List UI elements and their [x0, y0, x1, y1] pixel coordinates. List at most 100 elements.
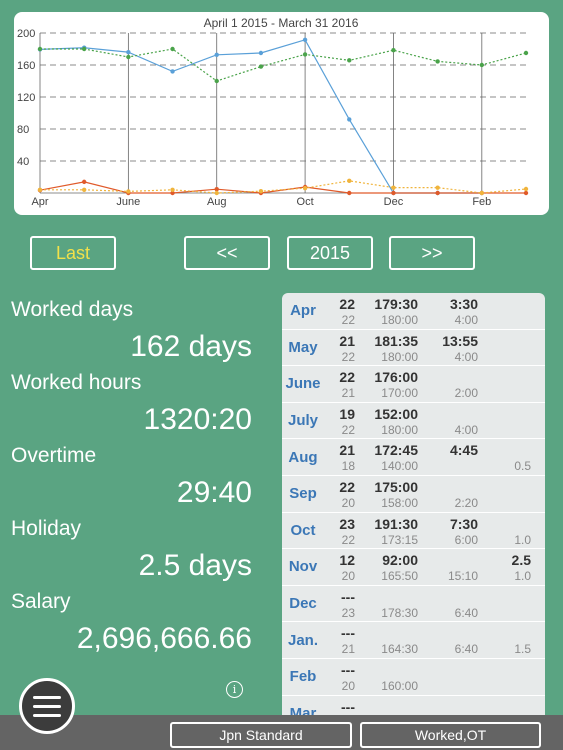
worked-hours-cell: 181:35 [374, 332, 418, 349]
y-tick-label: 200 [17, 28, 35, 40]
table-row[interactable]: Nov 12 20 92:00 165:50 15:10 2.5 1.0 [282, 549, 545, 586]
menu-button[interactable] [19, 678, 75, 734]
overtime-value: 29:40 [176, 476, 252, 509]
table-row[interactable]: Mar --- [282, 696, 545, 717]
holiday-cell: 2.5 [511, 552, 531, 569]
standard-overtime-cell: 4:00 [454, 422, 478, 437]
standard-overtime-cell: 2:20 [454, 495, 478, 510]
hamburger-menu-icon [33, 695, 61, 699]
worked-days-cell: 19 [339, 405, 355, 422]
data-point [170, 187, 175, 192]
worked-hours-value: 1320:20 [143, 403, 252, 436]
month-label: Feb [289, 668, 317, 686]
table-row[interactable]: Jan. --- 21 164:30 6:40 1.5 [282, 622, 545, 659]
table-row[interactable]: May 21 22 181:35 180:00 13:55 4:00 [282, 330, 545, 367]
info-icon[interactable]: i [226, 681, 243, 698]
month-label: Aug [288, 448, 318, 466]
y-tick-label: 40 [17, 156, 29, 168]
worked-days-value: 162 days [130, 330, 252, 363]
table-row[interactable]: Oct 23 22 191:30 173:15 7:30 6:00 1.0 [282, 513, 545, 550]
standard-days-cell: 18 [341, 459, 355, 474]
data-point [523, 50, 529, 56]
worked-hours-label: Worked hours [11, 371, 142, 394]
series-line-1 [39, 39, 482, 194]
standard-days-cell: 22 [341, 422, 355, 437]
salary-label: Salary [11, 590, 71, 613]
holiday-sub-cell: 1.5 [514, 642, 531, 657]
data-point [126, 54, 131, 60]
holiday-sub-cell: 1.0 [514, 569, 531, 584]
table-row[interactable]: Sep 22 20 175:00 158:00 2:20 [282, 476, 545, 513]
standard-days-cell: 20 [341, 569, 355, 584]
data-point [302, 186, 308, 191]
table-row[interactable]: Feb --- 20 160:00 [282, 659, 545, 696]
standard-hours-cell: 140:00 [381, 459, 418, 474]
previous-year-button[interactable]: << [184, 236, 270, 270]
worked-days-cell: --- [341, 588, 355, 605]
data-point [302, 37, 308, 42]
month-label: May [288, 338, 318, 356]
monthly-table[interactable]: Apr 22 22 179:30 180:00 3:30 4:00 May 21 22 181:35… [282, 293, 545, 717]
table-row[interactable]: Aug 21 18 172:45 140:00 4:45 0.5 [282, 439, 545, 476]
data-point [391, 48, 396, 53]
chart-card: April 1 2015 - March 31 2016 200 160 120 80 4… [14, 12, 549, 215]
month-label: Oct [290, 521, 316, 539]
data-point [37, 46, 43, 52]
table-row[interactable]: July 19 22 152:00 180:00 4:00 [282, 403, 545, 440]
data-point [347, 117, 352, 122]
data-point [170, 190, 175, 196]
worked-days-cell: 23 [339, 515, 355, 532]
data-point [347, 58, 352, 63]
data-point [435, 190, 440, 196]
y-tick-label: 120 [17, 92, 35, 104]
standard-overtime-cell: 6:40 [454, 605, 478, 620]
worked-hours-cell: 172:45 [374, 442, 418, 459]
data-point [37, 187, 43, 192]
worked-days-cell: --- [341, 698, 355, 715]
standard-overtime-cell: 4:00 [454, 349, 478, 364]
standard-overtime-cell: 2:00 [454, 386, 478, 401]
overtime-cell: 4:45 [449, 442, 478, 459]
data-point [214, 190, 219, 196]
next-year-button[interactable]: >> [389, 236, 475, 270]
worked-hours-cell: 176:00 [374, 369, 418, 386]
bottom-toolbar [0, 715, 563, 750]
data-point [435, 185, 440, 190]
table-row[interactable]: June 22 21 176:00 170:00 2:00 [282, 366, 545, 403]
data-point [302, 52, 308, 57]
overtime-cell: 3:30 [449, 296, 478, 312]
chart-mode-button[interactable]: Worked,OT [360, 722, 541, 748]
last-button[interactable]: Last [30, 236, 116, 270]
worked-days-cell: --- [341, 661, 355, 678]
x-tick-label: Feb [472, 196, 491, 208]
y-tick-label: 80 [17, 124, 29, 136]
data-point [214, 78, 219, 84]
month-label: Jan. [287, 631, 318, 649]
data-point [81, 187, 87, 192]
standard-days-cell: 23 [341, 605, 355, 620]
table-row[interactable]: Dec --- 23 178:30 6:40 [282, 586, 545, 623]
holiday-value: 2.5 days [138, 549, 252, 582]
worked-days-cell: 22 [339, 296, 355, 312]
month-label: Sep [289, 485, 317, 503]
worked-hours-cell: 191:30 [374, 515, 418, 532]
hamburger-menu-icon [33, 704, 61, 708]
data-point [258, 188, 264, 194]
standard-selector-button[interactable]: Jpn Standard [170, 722, 352, 748]
worked-days-cell: 21 [339, 442, 355, 459]
data-point [214, 187, 219, 192]
worked-days-cell: 22 [339, 369, 355, 386]
data-point [391, 185, 396, 190]
data-point [435, 59, 440, 64]
overtime-cell: 13:55 [442, 332, 478, 349]
data-point [170, 69, 175, 74]
worked-hours-cell: 92:00 [382, 552, 418, 569]
data-point [214, 52, 219, 57]
table-row[interactable]: Apr 22 22 179:30 180:00 3:30 4:00 [282, 293, 545, 330]
year-selector[interactable]: 2015 [287, 236, 373, 270]
standard-hours-cell: 164:30 [381, 642, 418, 657]
data-point [81, 179, 87, 185]
holiday-label: Holiday [11, 517, 82, 540]
hamburger-menu-icon [33, 713, 61, 717]
worked-hours-cell: 179:30 [374, 296, 418, 312]
